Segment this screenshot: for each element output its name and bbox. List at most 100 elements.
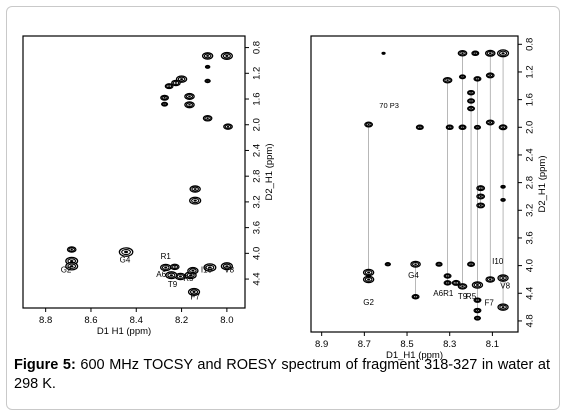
- nmr-cross-peak-contour: [474, 77, 481, 81]
- nmr-cross-peak-core: [476, 309, 479, 312]
- x-axis-label: D1 H1 (ppm): [97, 326, 151, 337]
- y-tick-label: 3.2: [252, 195, 263, 208]
- residue-label: G2: [363, 298, 374, 307]
- nmr-cross-peak-contour: [222, 53, 231, 59]
- nmr-cross-peak-core: [501, 277, 505, 279]
- nmr-cross-peak-contour: [68, 247, 75, 252]
- nmr-cross-peak-core: [70, 248, 73, 251]
- x-tick-label: 8.3: [443, 339, 456, 350]
- nmr-cross-peak-core: [414, 263, 417, 266]
- nmr-cross-peak-contour: [477, 194, 484, 199]
- nmr-cross-peak-contour: [189, 289, 199, 295]
- nmr-cross-peak-core: [192, 290, 196, 293]
- annotation-label: 70 P3: [379, 101, 399, 110]
- y-tick-label: 4.8: [525, 314, 536, 327]
- nmr-cross-peak-core: [208, 266, 212, 269]
- nmr-cross-peak-contour: [473, 282, 482, 288]
- x-tick-label: 8.7: [358, 339, 371, 350]
- nmr-cross-peak-core: [169, 274, 174, 277]
- nmr-cross-peak-contour: [477, 186, 484, 191]
- nmr-cross-peak-core: [163, 97, 166, 99]
- nmr-cross-peak-core: [476, 299, 479, 301]
- y-axis-label: D2_H1 (ppm): [537, 155, 548, 212]
- nmr-cross-peak-contour: [412, 294, 419, 299]
- nmr-cross-peak-core: [225, 265, 229, 268]
- nmr-cross-peak-core: [188, 274, 193, 277]
- nmr-cross-peak-core: [454, 282, 458, 284]
- nmr-cross-peak-core: [489, 74, 492, 77]
- residue-label: G4: [408, 271, 419, 280]
- nmr-cross-peak-contour: [444, 281, 451, 285]
- residue-label: R1: [161, 252, 172, 261]
- nmr-cross-peak-contour: [224, 124, 232, 129]
- nmr-cross-peak-contour: [205, 65, 210, 69]
- nmr-cross-peak-core: [476, 78, 479, 80]
- nmr-cross-peak-contour: [468, 90, 474, 95]
- y-axis-label: D2_H1 (ppm): [264, 143, 275, 200]
- nmr-cross-peak-contour: [177, 76, 186, 82]
- residue-label: R5: [183, 274, 194, 283]
- nmr-cross-peak-contour: [444, 274, 451, 278]
- nmr-cross-peak-contour: [203, 53, 212, 59]
- residue-label: V8: [224, 266, 234, 275]
- nmr-cross-peak-contour: [468, 262, 474, 267]
- nmr-cross-peak-core: [461, 52, 464, 55]
- residue-label: F7: [485, 299, 495, 308]
- nmr-cross-peak-contour: [166, 84, 173, 89]
- y-tick-label: 2.8: [252, 170, 263, 183]
- nmr-cross-peak-contour: [364, 270, 373, 275]
- nmr-cross-peak-core: [193, 199, 197, 202]
- nmr-cross-peak-core: [367, 278, 371, 281]
- y-tick-label: 1.6: [525, 93, 536, 106]
- x-tick-label: 8.8: [39, 315, 52, 326]
- residue-label: G2: [61, 266, 72, 275]
- nmr-cross-peak-contour: [459, 284, 466, 289]
- nmr-cross-peak-core: [461, 76, 464, 78]
- residue-label: A6: [156, 270, 166, 279]
- nmr-cross-peak-core: [488, 278, 492, 281]
- nmr-cross-peak-core: [461, 285, 464, 288]
- tocsy-panel: 8.8 8.6 8.4 8.2 8.0 0.8 1.2 1.6 2.0 2.4 2.8 3.2 3.6 4…: [22, 35, 275, 337]
- residue-label: R5: [466, 292, 477, 301]
- x-tick-label: 8.2: [175, 315, 188, 326]
- nmr-cross-peak-core: [188, 95, 191, 98]
- nmr-cross-peak-core: [193, 188, 197, 190]
- nmr-cross-peak-core: [470, 107, 473, 110]
- nmr-cross-peak-core: [367, 123, 370, 126]
- y-tick-label: 4.4: [252, 272, 263, 285]
- nmr-cross-peak-core: [461, 126, 464, 128]
- roesy-panel: 8.9 8.7 8.5 8.3 8.1 0.8 1.2 1.6 2.0 2.4 2.8 3.2 3.6 4…: [310, 35, 548, 361]
- y-tick-label: 0.8: [252, 41, 263, 54]
- nmr-cross-peak-contour: [459, 51, 466, 56]
- nmr-cross-peak-contour: [172, 80, 180, 86]
- nmr-cross-peak-contour: [167, 272, 176, 278]
- figure-frame: [6, 6, 560, 410]
- plot-frame: [22, 35, 246, 309]
- nmr-cross-peak-core: [438, 263, 440, 265]
- residue-label: T9: [168, 280, 178, 289]
- nmr-cross-peak-contour: [499, 304, 507, 310]
- nmr-cross-peak-contour: [191, 186, 199, 192]
- nmr-cross-peak-contour: [499, 275, 507, 281]
- y-tick-label: 3.2: [525, 204, 536, 217]
- nmr-cross-peak-core: [470, 100, 473, 102]
- residue-label: A6R1: [433, 289, 454, 298]
- nmr-cross-peak-contour: [444, 78, 451, 83]
- nmr-cross-peak-contour: [474, 316, 480, 320]
- nmr-cross-peak-contour: [161, 265, 170, 270]
- nmr-cross-peak-core: [174, 82, 178, 84]
- nmr-cross-peak-contour: [501, 185, 505, 189]
- nmr-cross-peak-core: [383, 53, 384, 54]
- y-tick-label: 1.2: [525, 65, 536, 78]
- nmr-cross-peak-core: [446, 79, 449, 82]
- residue-label: F7: [190, 293, 200, 302]
- nmr-cross-peak-core: [479, 204, 482, 207]
- nmr-cross-peak-contour: [487, 120, 494, 125]
- nmr-cross-peak-contour: [185, 94, 194, 99]
- y-tick-label: 1.2: [252, 67, 263, 80]
- nmr-cross-peak-core: [206, 54, 210, 57]
- x-tick-label: 8.0: [220, 315, 233, 326]
- nmr-cross-peak-core: [488, 52, 492, 55]
- nmr-cross-peak-core: [418, 126, 421, 128]
